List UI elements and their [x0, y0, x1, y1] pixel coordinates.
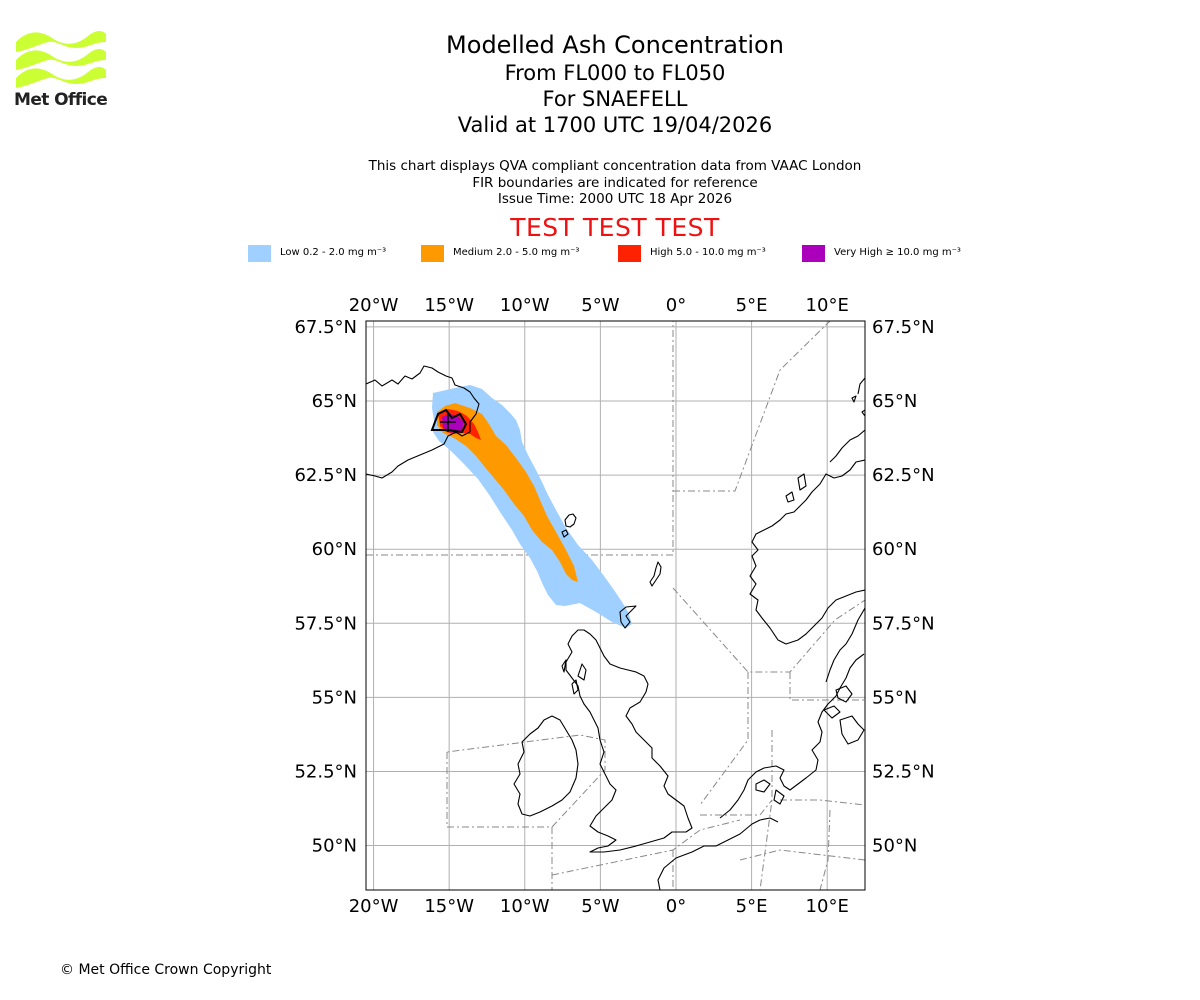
subtitle-line-1: This chart displays QVA compliant concen…: [368, 158, 862, 174]
subtitle-line-2: FIR boundaries are indicated for referen…: [472, 174, 758, 191]
fir-boundaries: [366, 321, 865, 890]
lon-tick-label-bottom: 15°W: [424, 896, 474, 917]
lat-tick-label-left: 62.5°N: [294, 465, 357, 486]
map-frame: [365, 320, 866, 891]
copyright-notice: © Met Office Crown Copyright: [60, 962, 272, 978]
lat-tick-label-right: 57.5°N: [872, 613, 935, 634]
legend-label-low: Low 0.2 - 2.0 mg m⁻³: [280, 247, 387, 258]
met-office-waves-icon: [16, 30, 106, 88]
lat-tick-label-left: 50°N: [312, 836, 357, 857]
legend-swatch-medium: [421, 245, 444, 262]
axis-tick-labels: 20°W 20°W 15°W 15°W 10°W 10°W 5°W 5°W 0° 0° 5°E 5°E…: [294, 295, 934, 917]
lon-tick-label-top: 10°E: [806, 295, 849, 316]
chart-title: Modelled Ash Concentration: [446, 31, 784, 59]
lat-tick-label-left: 60°N: [312, 539, 357, 560]
lon-tick-label-top: 10°W: [500, 295, 550, 316]
lat-tick-label-left: 52.5°N: [294, 761, 357, 782]
subtitle-line-3: Issue Time: 2000 UTC 18 Apr 2026: [497, 191, 733, 207]
valid-time: Valid at 1700 UTC 19/04/2026: [457, 113, 773, 137]
met-office-logo: Met Office: [14, 30, 110, 112]
lat-tick-label-right: 60°N: [872, 539, 917, 560]
lat-tick-label-right: 55°N: [872, 687, 917, 708]
legend-swatch-high: [618, 245, 641, 262]
volcano-name: For SNAEFELL: [542, 87, 688, 111]
lon-tick-label-top: 20°W: [349, 295, 399, 316]
lon-tick-label-top: 0°: [666, 295, 686, 316]
lon-tick-label-top: 5°W: [581, 295, 619, 316]
ash-region-medium: [437, 403, 578, 582]
legend-label-high: High 5.0 - 10.0 mg m⁻³: [650, 247, 766, 258]
lat-tick-label-right: 50°N: [872, 836, 917, 857]
lat-tick-label-right: 52.5°N: [872, 761, 935, 782]
volcano-marker-icon: [430, 408, 468, 434]
lat-tick-label-right: 65°N: [872, 391, 917, 412]
legend-swatch-very-high: [802, 245, 825, 262]
coastlines: [366, 365, 865, 890]
lon-tick-label-bottom: 5°E: [736, 896, 768, 917]
lon-tick-label-bottom: 5°W: [581, 896, 619, 917]
lat-tick-label-left: 65°N: [312, 391, 357, 412]
legend-label-medium: Medium 2.0 - 5.0 mg m⁻³: [453, 247, 580, 258]
lon-tick-label-top: 15°W: [424, 295, 474, 316]
lon-tick-label-bottom: 10°E: [806, 896, 849, 917]
lon-tick-label-bottom: 20°W: [349, 896, 399, 917]
gridlines: [366, 321, 865, 890]
lon-tick-label-bottom: 10°W: [500, 896, 550, 917]
lat-tick-label-left: 67.5°N: [294, 317, 357, 338]
lat-tick-label-right: 62.5°N: [872, 465, 935, 486]
ash-plume: [432, 385, 632, 628]
chart-title-block: Modelled Ash Concentration From FL000 to…: [315, 30, 915, 138]
lon-tick-label-top: 5°E: [736, 295, 768, 316]
flight-levels: From FL000 to FL050: [504, 61, 726, 85]
legend-label-very-high: Very High ≥ 10.0 mg m⁻³: [834, 247, 961, 258]
lat-tick-label-left: 57.5°N: [294, 613, 357, 634]
legend-swatch-low: [248, 245, 271, 262]
lat-tick-label-right: 67.5°N: [872, 317, 935, 338]
logo-text: Met Office: [14, 90, 108, 110]
lat-tick-label-left: 55°N: [312, 687, 357, 708]
chart-subtitle: This chart displays QVA compliant concen…: [315, 158, 915, 208]
test-banner: TEST TEST TEST: [510, 213, 720, 242]
lon-tick-label-bottom: 0°: [666, 896, 686, 917]
